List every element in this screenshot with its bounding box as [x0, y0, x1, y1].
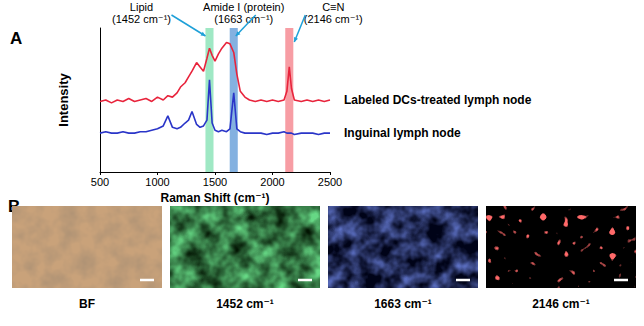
svg-text:(1663 cm⁻¹): (1663 cm⁻¹) [214, 13, 273, 25]
svg-text:2000: 2000 [260, 176, 284, 188]
svg-text:Lipid: Lipid [130, 1, 153, 13]
svg-text:2146 cm⁻¹: 2146 cm⁻¹ [532, 297, 590, 311]
svg-text:(2146 cm⁻¹): (2146 cm⁻¹) [304, 13, 363, 25]
svg-text:1452 cm⁻¹: 1452 cm⁻¹ [216, 297, 274, 311]
svg-text:Amide I (protein): Amide I (protein) [203, 1, 284, 13]
svg-text:Labeled DCs-treated lymph node: Labeled DCs-treated lymph node [344, 93, 532, 107]
svg-text:1500: 1500 [203, 176, 227, 188]
svg-text:500: 500 [91, 176, 109, 188]
svg-text:1663 cm⁻¹: 1663 cm⁻¹ [374, 297, 432, 311]
svg-text:C≡N: C≡N [322, 1, 344, 13]
svg-text:BF: BF [79, 297, 95, 311]
svg-text:2500: 2500 [318, 176, 342, 188]
svg-text:Raman Shift (cm⁻¹): Raman Shift (cm⁻¹) [160, 191, 269, 205]
svg-text:Inguinal lymph node: Inguinal lymph node [344, 126, 461, 140]
svg-text:Intensity: Intensity [56, 73, 71, 127]
svg-text:1000: 1000 [145, 176, 169, 188]
svg-text:(1452 cm⁻¹): (1452 cm⁻¹) [112, 13, 171, 25]
svg-text:A: A [10, 29, 22, 48]
